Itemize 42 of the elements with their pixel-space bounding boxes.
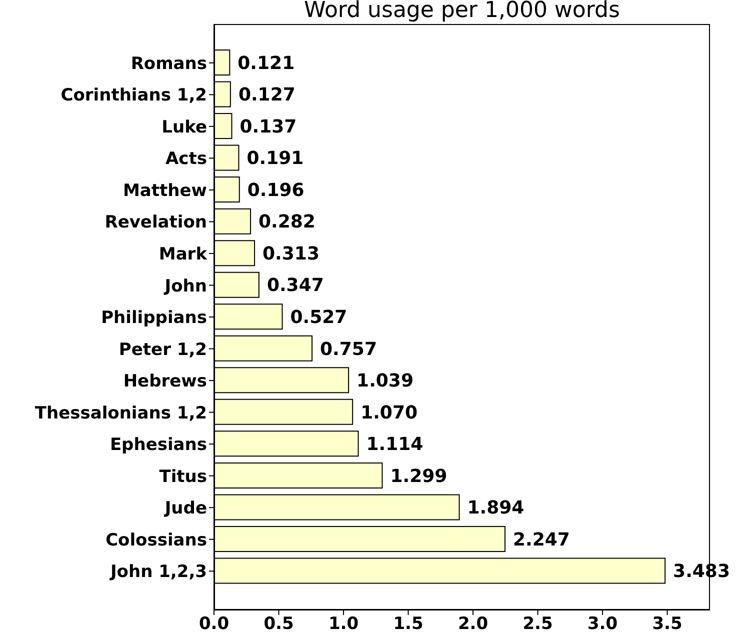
y-tick-label: Ephesians: [110, 435, 207, 456]
data-label: 0.191: [246, 148, 304, 170]
y-tick-label: Revelation: [104, 212, 207, 233]
y-tick-label: Titus: [159, 466, 207, 487]
data-label: 2.247: [512, 529, 570, 550]
x-tick-label: 1.5: [393, 614, 424, 634]
y-tick-label: Acts: [166, 149, 207, 170]
y-tick-label: Mark: [158, 244, 208, 265]
y-tick-label: Jude: [164, 498, 207, 519]
y-tick-label: John 1,2,3: [109, 562, 207, 582]
x-tick-label: 1.0: [328, 614, 359, 634]
data-label: 1.894: [467, 498, 524, 519]
data-label: 0.196: [247, 180, 304, 201]
x-tick-label: 2.0: [458, 614, 488, 634]
y-tick-label: Romans: [130, 54, 207, 74]
data-label: 0.527: [290, 307, 348, 328]
data-label: 1.114: [366, 434, 424, 456]
y-tick-label: Thessalonians 1,2: [34, 403, 207, 424]
x-tick-label: 2.5: [522, 614, 553, 634]
y-tick-label: Peter 1,2: [118, 340, 207, 360]
chart-title: Word usage per 1,000 words: [303, 0, 621, 24]
y-tick-label: Philippians: [101, 308, 207, 328]
data-label: 0.121: [238, 52, 295, 74]
y-tick-label: Matthew: [123, 180, 208, 201]
data-label: 0.347: [266, 275, 324, 296]
data-label: 0.313: [262, 243, 320, 264]
data-label: 1.299: [390, 466, 448, 487]
data-label: 0.137: [240, 116, 297, 138]
data-label: 0.282: [258, 212, 316, 233]
y-tick-label: Hebrews: [123, 372, 207, 392]
y-tick-label: Colossians: [106, 530, 207, 550]
y-tick-label: John: [164, 276, 207, 296]
data-label: 0.757: [320, 338, 377, 360]
data-label: 0.127: [238, 84, 296, 106]
y-tick-label: Corinthians 1,2: [60, 86, 207, 106]
data-label: 1.039: [356, 370, 414, 392]
data-label: 1.070: [360, 402, 418, 424]
y-tick-label: Luke: [162, 117, 207, 138]
x-tick-label: 0.0: [198, 614, 230, 634]
x-tick-label: 0.5: [264, 614, 294, 634]
x-tick-label: 3.0: [587, 614, 618, 634]
x-tick-label: 3.5: [652, 614, 682, 634]
